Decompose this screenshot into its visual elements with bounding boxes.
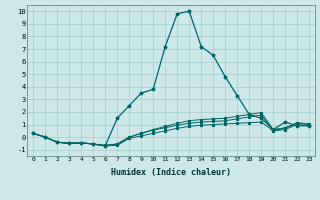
X-axis label: Humidex (Indice chaleur): Humidex (Indice chaleur) [111,168,231,177]
